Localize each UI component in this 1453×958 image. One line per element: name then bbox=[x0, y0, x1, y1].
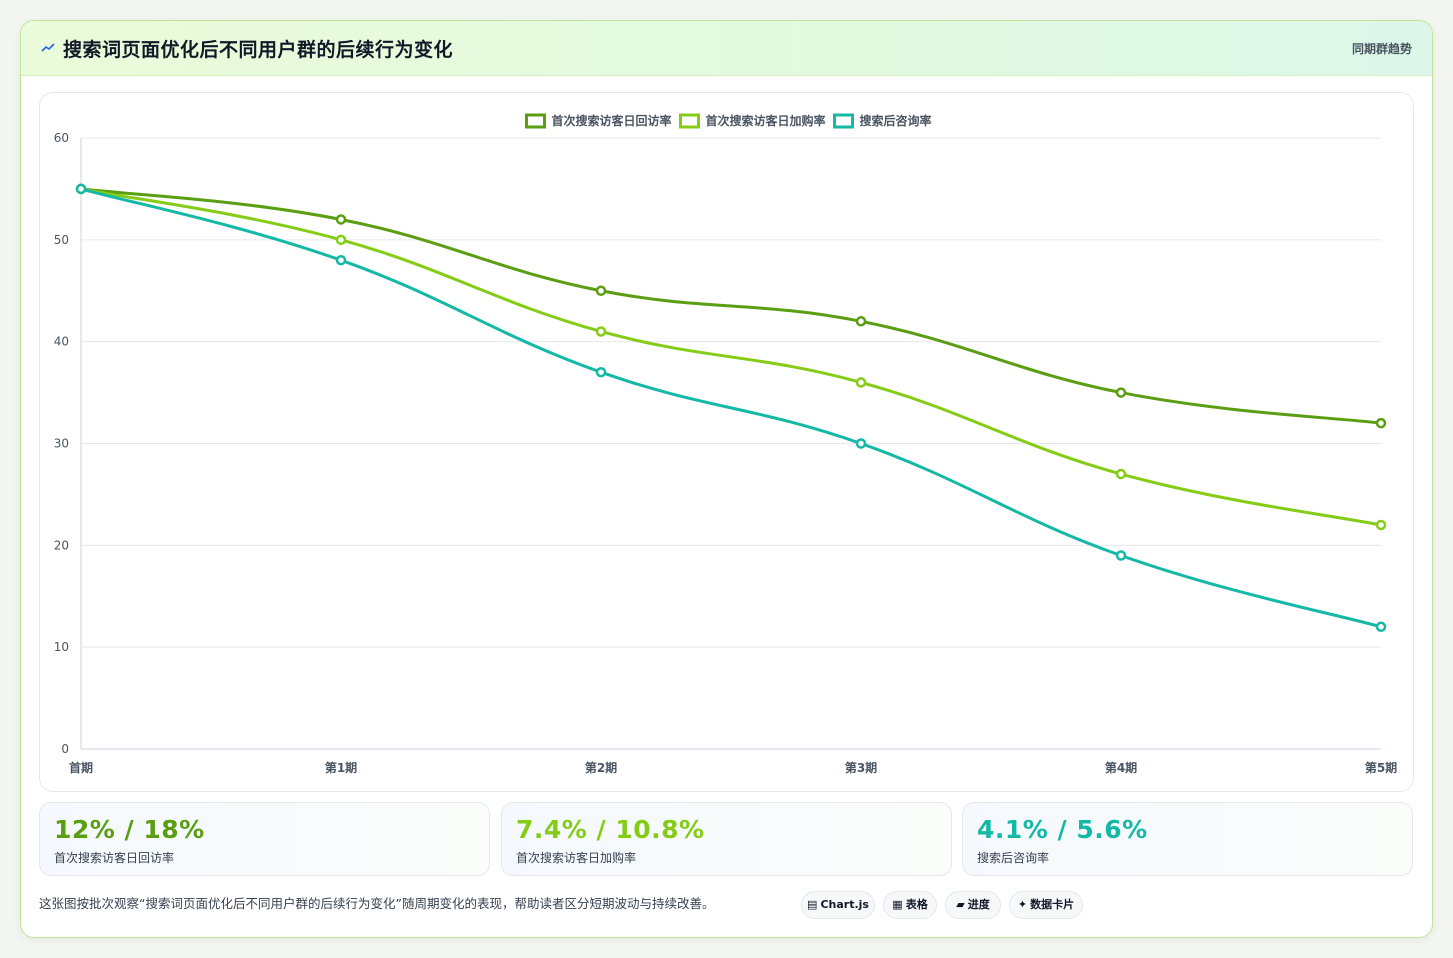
y-tick-label: 0 bbox=[61, 742, 69, 756]
x-tick-label: 第5期 bbox=[1365, 760, 1397, 775]
x-tick-label: 首期 bbox=[69, 760, 93, 775]
x-tick-label: 第1期 bbox=[325, 760, 357, 775]
series-line bbox=[80, 187, 1382, 425]
legend-swatch bbox=[833, 113, 854, 129]
pill-label: 进度 bbox=[967, 898, 990, 911]
x-tick-label: 第3期 bbox=[845, 760, 877, 775]
data-point bbox=[75, 183, 87, 195]
legend-label: 首次搜索访客日加购率 bbox=[706, 113, 826, 128]
data-point bbox=[855, 377, 867, 388]
data-point bbox=[1375, 519, 1387, 531]
trend-icon bbox=[41, 43, 55, 52]
y-tick-label: 50 bbox=[54, 233, 69, 247]
pill-label: 数据卡片 bbox=[1030, 898, 1075, 911]
legend-swatch bbox=[679, 113, 700, 129]
stat-label: 搜索后咨询率 bbox=[977, 851, 1050, 865]
data-point bbox=[855, 316, 867, 327]
stat-value: 7.4% / 10.8% bbox=[516, 815, 705, 844]
chart-area: 0 10 20 30 40 50 60 首期 第1期 第2期 第3期 第4期 第5期 首次搜索访客日回访率… bbox=[39, 92, 1414, 792]
stat-value: 12% / 18% bbox=[54, 815, 205, 844]
stats-row: 12% / 18% 首次搜索访客日回访率 7.4% / 10.8% 首次搜索访客… bbox=[39, 802, 1414, 876]
data-point bbox=[1375, 621, 1387, 633]
pill-table[interactable]: ▦ 表格 bbox=[883, 891, 937, 919]
stat-label: 首次搜索访客日回访率 bbox=[54, 851, 175, 865]
data-point bbox=[595, 366, 607, 378]
legend-swatch bbox=[525, 113, 546, 129]
legend-label: 首次搜索访客日回访率 bbox=[552, 113, 672, 128]
data-point bbox=[1115, 387, 1127, 398]
stat-label: 首次搜索访客日加购率 bbox=[516, 851, 637, 865]
data-point bbox=[1375, 417, 1387, 429]
data-point bbox=[855, 438, 867, 449]
data-point bbox=[595, 326, 607, 337]
data-point bbox=[1115, 468, 1127, 480]
y-tick-label: 40 bbox=[54, 335, 69, 349]
stat-value: 4.1% / 5.6% bbox=[977, 815, 1148, 844]
pill-label: Chart.js bbox=[820, 898, 869, 911]
progress-icon: ▰ bbox=[956, 898, 965, 911]
legend-label: 搜索后咨询率 bbox=[860, 113, 932, 128]
series-line bbox=[80, 187, 1382, 527]
pill-chartjs[interactable]: ▤ Chart.js bbox=[801, 891, 875, 919]
series-line bbox=[80, 187, 1382, 629]
pill-data-card[interactable]: ✦ 数据卡片 bbox=[1009, 891, 1083, 919]
y-tick-label: 30 bbox=[54, 437, 69, 451]
chart-icon: ▤ bbox=[807, 898, 818, 911]
stat-card: 7.4% / 10.8% 首次搜索访客日加购率 bbox=[501, 802, 952, 876]
y-tick-label: 60 bbox=[54, 131, 69, 145]
y-tick-label: 20 bbox=[54, 538, 69, 552]
pill-progress[interactable]: ▰ 进度 bbox=[945, 891, 1001, 919]
data-point bbox=[335, 254, 347, 266]
line-chart: 0 10 20 30 40 50 60 首期 第1期 第2期 第3期 第4期 第5期 首次搜索访客日回访率… bbox=[54, 113, 1397, 775]
data-point bbox=[335, 234, 347, 246]
pill-label: 表格 bbox=[905, 898, 928, 911]
x-tick-label: 第2期 bbox=[585, 760, 617, 775]
sparkle-icon: ✦ bbox=[1017, 898, 1028, 911]
data-point bbox=[595, 285, 607, 296]
stat-card: 4.1% / 5.6% 搜索后咨询率 bbox=[962, 802, 1413, 876]
chart-card: 搜索词页面优化后不同用户群的后续行为变化 同期群趋势 0 10 20 30 40 50 60… bbox=[20, 20, 1433, 938]
table-icon: ▦ bbox=[892, 898, 903, 911]
page-title: 搜索词页面优化后不同用户群的后续行为变化 bbox=[63, 39, 454, 61]
x-tick-label: 第4期 bbox=[1105, 760, 1137, 775]
stat-card: 12% / 18% 首次搜索访客日回访率 bbox=[39, 802, 490, 876]
y-tick-label: 10 bbox=[54, 640, 69, 654]
data-point bbox=[335, 214, 347, 225]
data-point bbox=[1115, 550, 1127, 561]
chart-type-tag: 同期群趋势 bbox=[1351, 42, 1412, 56]
chart-description: 这张图按批次观察“搜索词页面优化后不同用户群的后续行为变化”随周期变化的表现，帮… bbox=[39, 896, 715, 911]
card-header: 搜索词页面优化后不同用户群的后续行为变化 同期群趋势 bbox=[21, 21, 1432, 76]
